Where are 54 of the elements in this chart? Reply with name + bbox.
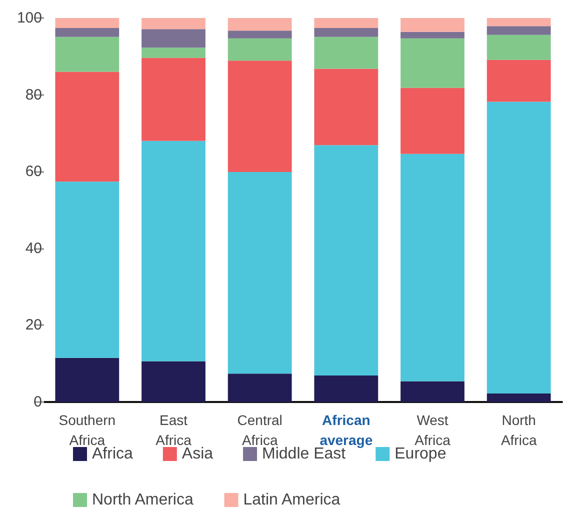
y-tick-label: 0 — [34, 394, 42, 410]
bar — [314, 36, 378, 69]
legend-label: Europe — [394, 446, 446, 462]
bar — [142, 361, 206, 402]
bar — [314, 28, 378, 37]
x-tick-label: North Africa — [500, 412, 537, 448]
bar — [142, 48, 206, 58]
x-tick-label: Central Africa — [237, 412, 282, 448]
x-tick-label: West Africa — [414, 412, 451, 448]
bar — [55, 18, 120, 28]
bar — [55, 182, 120, 358]
y-tick-label: 20 — [25, 316, 42, 334]
legend-label: Asia — [182, 446, 214, 462]
bar — [314, 68, 378, 146]
bar — [400, 32, 464, 38]
bar — [314, 18, 378, 28]
y-tick-label: 100 — [16, 10, 42, 26]
legend-label: North America — [92, 492, 194, 508]
legend-label: Latin America — [243, 492, 340, 508]
x-tick-label: East Africa — [156, 412, 192, 448]
bar — [228, 30, 292, 38]
bar — [486, 34, 551, 60]
legend-label: Middle East — [262, 446, 346, 462]
bar — [314, 376, 378, 402]
bar — [486, 18, 551, 26]
bar — [55, 72, 120, 182]
x-tick-label: African average — [320, 412, 373, 448]
bar — [142, 140, 206, 362]
bar — [55, 36, 120, 72]
bar — [486, 60, 551, 102]
bar — [314, 145, 378, 376]
bar — [400, 381, 464, 402]
bar — [55, 28, 120, 37]
bar — [142, 58, 206, 141]
y-tick-label: 80 — [25, 86, 42, 104]
bar — [228, 38, 292, 61]
bar — [486, 26, 551, 35]
bar — [228, 172, 292, 374]
bar — [142, 29, 206, 48]
legend-label: Africa — [92, 446, 133, 462]
y-tick-label: 60 — [25, 163, 42, 180]
bar — [486, 394, 551, 402]
bar — [228, 60, 292, 172]
bar — [400, 88, 464, 154]
bar — [228, 374, 292, 402]
bar — [228, 18, 292, 31]
bar — [400, 38, 464, 88]
bar — [400, 154, 464, 382]
bar — [400, 18, 464, 32]
bar — [55, 358, 120, 402]
y-tick-label: 40 — [25, 240, 42, 257]
bar — [486, 102, 551, 394]
bar — [142, 18, 206, 30]
x-tick-label: Southern Africa — [58, 412, 116, 448]
